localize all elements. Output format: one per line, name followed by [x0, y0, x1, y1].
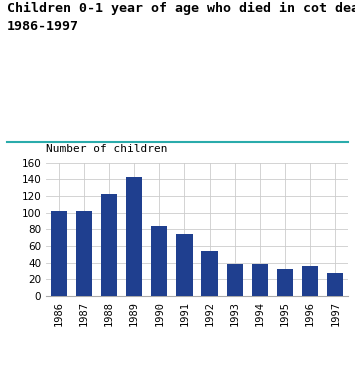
Bar — [226, 264, 243, 296]
Bar — [76, 211, 92, 296]
Bar — [176, 233, 193, 296]
Bar — [126, 177, 142, 296]
Bar — [101, 195, 117, 296]
Bar — [302, 266, 318, 296]
Text: Children 0-1 year of age who died in cot deaths.: Children 0-1 year of age who died in cot… — [7, 2, 355, 15]
Bar — [201, 251, 218, 296]
Text: 1986-1997: 1986-1997 — [7, 20, 79, 33]
Bar — [151, 226, 168, 296]
Text: Number of children: Number of children — [46, 144, 168, 154]
Bar — [277, 269, 293, 296]
Bar — [327, 273, 344, 296]
Bar — [50, 211, 67, 296]
Bar — [252, 264, 268, 296]
